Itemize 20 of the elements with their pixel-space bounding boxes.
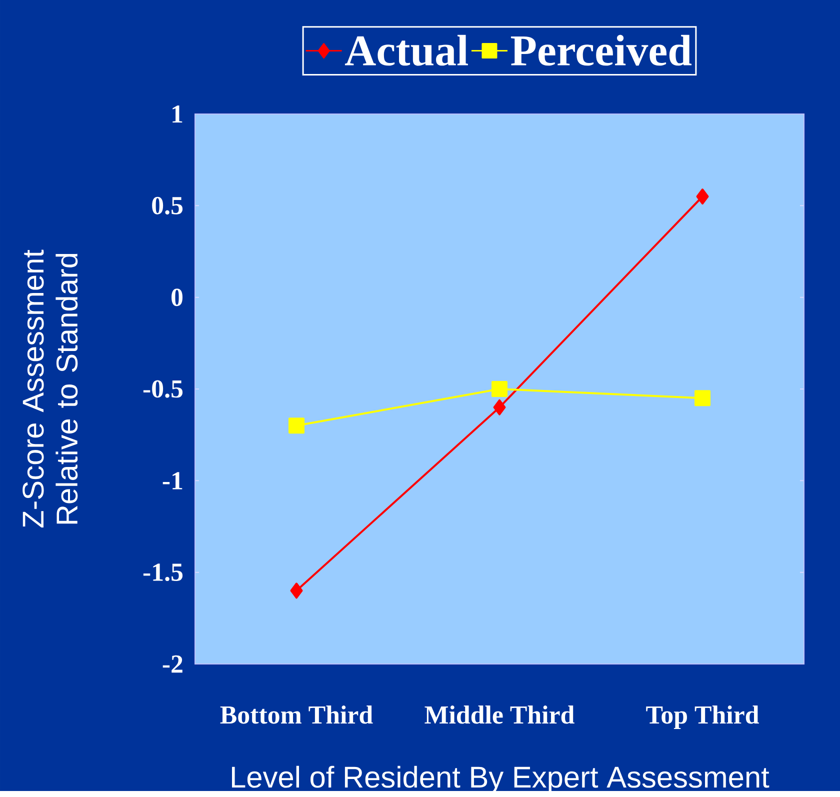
point bbox=[290, 582, 303, 599]
point bbox=[493, 399, 506, 416]
y-tick-label: -1.5 bbox=[143, 564, 183, 582]
legend-label: Perceived bbox=[510, 34, 692, 66]
point bbox=[696, 188, 709, 204]
x-tick-label: Middle Third bbox=[424, 706, 574, 724]
y-tick-label: 1 bbox=[172, 105, 182, 123]
point bbox=[492, 380, 508, 397]
x-axis-title: Level of Resident By Expert Assessment bbox=[232, 766, 770, 794]
y-tick-label: -2 bbox=[162, 655, 182, 673]
y-axis-title: Z-Score Assessment Relative to Standard bbox=[22, 250, 78, 528]
y-tick-label: -1 bbox=[162, 472, 182, 490]
x-tick-label: Top Third bbox=[646, 706, 759, 729]
y-tick-label: 0.5 bbox=[152, 196, 183, 214]
point bbox=[694, 390, 710, 406]
y-tick-label: 0 bbox=[172, 288, 182, 306]
x-tick-label: Bottom Third bbox=[220, 706, 373, 724]
point bbox=[288, 418, 304, 434]
legend-label: Actual bbox=[344, 34, 468, 66]
y-tick-label: -0.5 bbox=[143, 380, 183, 398]
